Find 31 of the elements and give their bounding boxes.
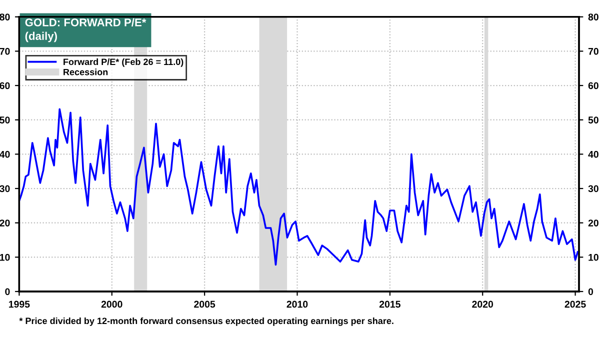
legend-label: Forward P/E* (Feb 26 = 11.0) [64, 58, 184, 67]
text: (daily) [25, 32, 57, 42]
y2-tick-label: 20 [588, 220, 598, 226]
y-tick-label: 10 [0, 254, 10, 261]
text: * Price divided by 12-month forward consensus expected operating earnings per share. [19, 317, 394, 326]
y-tick-label: 40 [0, 150, 10, 158]
y-tick-label: 70 [0, 48, 10, 55]
x-tick-label: 2015 [379, 300, 400, 308]
x-tick-label: 1995 [9, 300, 30, 308]
y2-tick-label: 40 [588, 150, 598, 158]
x-tick-label: 2005 [194, 300, 216, 308]
y2-tick-label: 70 [588, 48, 598, 55]
line-series [19, 108, 579, 266]
x-tick-label: 2020 [472, 300, 494, 308]
y2-tick-label: 0 [588, 288, 594, 296]
band-label: Recession [64, 68, 108, 76]
y2-tick-label: 50 [588, 116, 598, 124]
y2-tick-label: 80 [588, 14, 598, 20]
chart-title: GOLD: FORWARD P/E* [25, 18, 146, 26]
y-tick-label: 50 [0, 116, 10, 124]
y-tick-label: 30 [0, 185, 10, 192]
y2-tick-label: 30 [588, 185, 598, 192]
x-tick-label: 2025 [564, 300, 586, 308]
y-tick-label: 0 [5, 288, 10, 296]
x-tick-label: 2000 [101, 300, 122, 308]
y-tick-label: 60 [0, 82, 10, 90]
y2-tick-label: 10 [588, 254, 598, 261]
y-tick-label: 20 [0, 220, 10, 226]
x-tick-label: 2010 [286, 300, 308, 308]
y-tick-label: 80 [0, 14, 10, 20]
y2-tick-label: 60 [588, 82, 598, 90]
